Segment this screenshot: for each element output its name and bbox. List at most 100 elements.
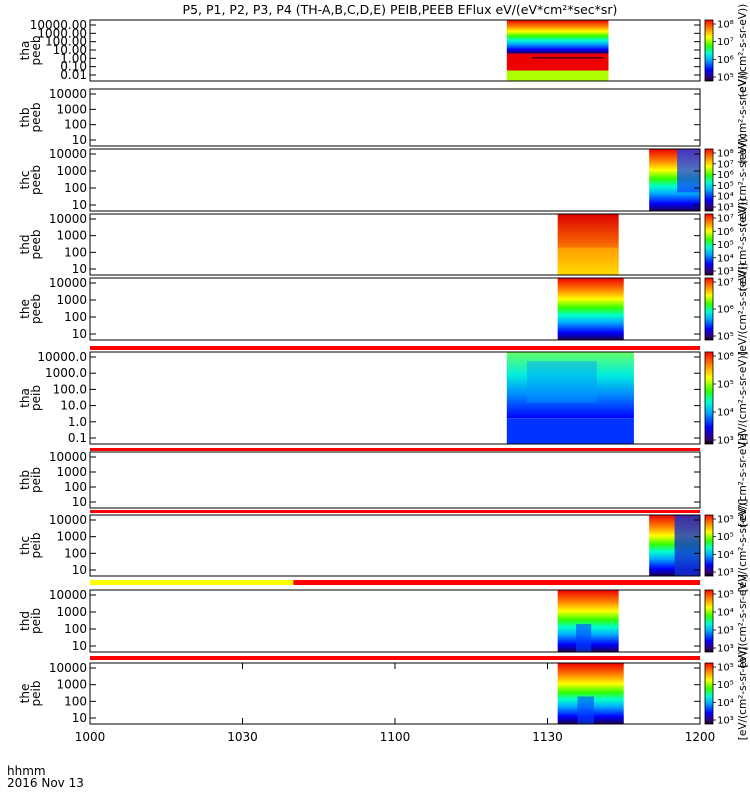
panel-frame-thd-peeb [89,213,701,276]
y-tick-label: 100 [64,694,87,708]
colorbar-tick-label: 10⁵ [717,663,734,674]
panel-label-word: thb [18,108,32,128]
colorbar-tick-label: 10³ [717,267,734,278]
panel-frame-thb-peeb [89,88,701,147]
spectrogram-the-peeb [557,278,624,340]
y-tick-label: 10 [72,563,87,577]
y-tick-label: 10000 [49,661,87,675]
panel-frame-thc-peeb [89,148,701,212]
panel-label-tha-peeb: thapeeb [18,36,43,66]
colorbar-thc-peib [704,514,714,577]
x-axis: hhmm 2016 Nov 13 1000 1030 1100 1130 1200 [7,663,715,790]
colorbar-tick-label: 10⁴ [717,608,734,619]
panel-label-word: peib [29,385,43,411]
x-tick-label: 1000 [75,730,106,744]
colorbar-label-thc-peib: [eV/(cm²-s-sr-eV)] [737,499,749,592]
y-tick-label: 10 [72,133,87,147]
y-tick-label: 10000 [49,276,87,290]
colorbar-tick-label: 10⁵ [717,73,734,84]
panel-label-the-peeb: thepeeb [18,294,43,324]
y-tick-label: 1000 [56,605,87,619]
colorbar-tick-label: 10⁸ [717,149,734,160]
colorbar-tick-label: 10⁷ [717,159,734,170]
colorbar-tick-label: 10⁵ [717,240,734,251]
x-tick-label: 1200 [685,730,716,744]
y-tick-label: 1000 [56,530,87,544]
spectrogram-thd-peeb [557,214,619,275]
colorbar-thd-peeb [704,213,714,276]
panel-label-the-peib: thepeib [18,681,43,707]
spectrogram-cool-region [677,149,700,193]
y-tick-label: 1000 [56,465,87,479]
colorbar-label-the-peib: [eV/(cm²-s-sr-eV)] [737,647,749,740]
panel-the-peib: 10000 1000 100 10 thepeib 10⁵ 10⁵ 10⁴ 10³ [eV/(cm… [18,647,749,740]
y-tick-label: 10 [72,639,87,653]
colorbar-tick-label: 10³ [717,436,734,447]
panel-label-word: peeb [29,165,43,195]
spectrogram-structure [526,361,597,403]
colorbar-tick-label: 10⁶ [717,227,734,238]
colorbar-tha-peeb [704,19,714,82]
colorbar-label-tha-peib: [eV/(cm²-s-sr-eV)] [737,351,749,444]
y-tick-label: 1000.00 [37,26,87,40]
panel-label-word: tha [18,388,32,408]
panel-thd-peib: 10000 1000 100 10 thdpeib 10⁵ 10⁴ 10³ 10³ [eV/(cm… [18,574,749,667]
spectrogram-band-red [506,53,609,71]
colorbar-tick-label: 10⁶ [717,170,734,181]
panel-label-thd-peeb: thdpeeb [18,230,43,260]
colorbar-label-thd-peib: [eV/(cm²-s-sr-eV)] [737,574,749,667]
mode-bar-segment [90,580,294,585]
y-tick-label: 1.0 [68,415,87,429]
colorbar-label-thb-peeb: (eV/(cm²-s-sr-eV)) [737,71,749,164]
colorbar-tick-label: 10³ [717,203,734,214]
y-tick-label: 10000 [49,513,87,527]
panel-label-tha-peib: thapeib [18,385,43,411]
panel-label-thb-peib: thbpeib [18,467,43,493]
panel-tha-peib: 10000.0 1000.0 100.0 10.0 1.0 0.1 thapeib 10⁶ 10… [18,350,749,447]
y-tick-label: 100 [64,480,87,494]
y-tick-label: 100 [64,181,87,195]
colorbar-tick-label: 10⁷ [717,278,734,289]
colorbar-thc-peeb [704,148,714,212]
panel-label-thc-peib: thcpeib [18,533,43,559]
colorbar-tick-label: 10⁵ [717,332,734,343]
colorbar-tick-label: 10⁶ [717,305,734,316]
mode-bar-segment [90,656,700,660]
y-tick-label: 1.00 [60,51,87,65]
y-tick-label: 100 [64,245,87,259]
panel-label-word: the [18,299,32,319]
chart-title: P5, P1, P2, P3, P4 (TH-A,B,C,D,E) PEIB,P… [183,2,618,17]
colorbar-label-thc-peeb: (eV/(cm²-s-sr-eV)) [737,133,749,226]
x-axis-date-label: 2016 Nov 13 [7,776,84,790]
panel-label-word: peib [29,608,43,634]
y-tick-label: 1000 [56,102,87,116]
colorbar-label-the-peeb: (eV/(cm²-s-sr-eV)) [737,262,749,355]
panel-label-word: the [18,684,32,704]
mode-bar-segment [293,580,700,585]
colorbar-tick-label: 10³ [717,568,734,579]
spectrogram-thd-peib [557,590,619,652]
y-tick-label: 10 [72,711,87,725]
colorbar-tick-label: 10³ [717,626,734,637]
colorbar-the-peib [704,662,714,725]
colorbar-the-peeb [704,277,714,341]
y-tick-label: 100 [64,622,87,636]
spectrogram-structure [557,247,619,275]
spectrogram-tha-peeb [506,20,609,81]
panel-label-word: thd [18,235,32,255]
colorbar-tick-label: 10⁴ [717,192,734,203]
colorbar-tick-label: 10⁵ [717,590,734,601]
panel-label-word: peib [29,681,43,707]
y-tick-label: 100 [64,118,87,132]
mode-bar-segment [90,346,700,350]
x-tick-label: 1100 [380,730,411,744]
panel-label-word: thd [18,611,32,631]
colorbar-tick-label: 10³ [717,716,734,727]
spectrogram-tha-peib [506,352,634,444]
panel-thc-peib: 10000 1000 100 10 thcpeib 10⁵ 10⁵ 10⁴ 10³ [eV/(cm… [18,499,749,592]
y-tick-label: 10000 [49,147,87,161]
spectrogram-band-blue [506,418,634,444]
spectrogram-cool-region [674,515,700,576]
